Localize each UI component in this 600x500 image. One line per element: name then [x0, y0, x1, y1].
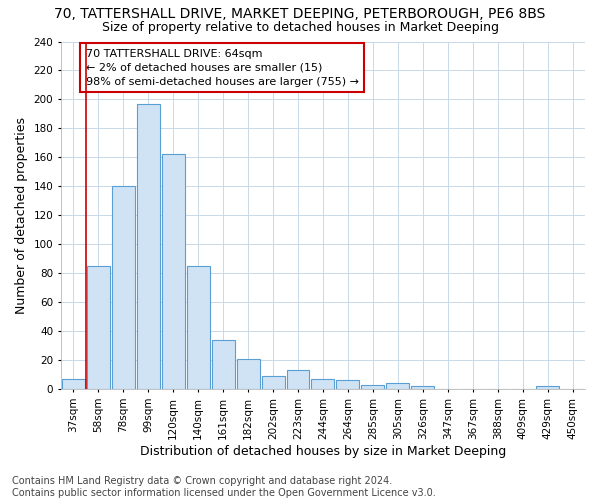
- Text: 70, TATTERSHALL DRIVE, MARKET DEEPING, PETERBOROUGH, PE6 8BS: 70, TATTERSHALL DRIVE, MARKET DEEPING, P…: [55, 8, 545, 22]
- Text: Size of property relative to detached houses in Market Deeping: Size of property relative to detached ho…: [101, 21, 499, 34]
- Text: 70 TATTERSHALL DRIVE: 64sqm
← 2% of detached houses are smaller (15)
98% of semi: 70 TATTERSHALL DRIVE: 64sqm ← 2% of deta…: [86, 48, 359, 86]
- Bar: [212, 340, 235, 389]
- X-axis label: Distribution of detached houses by size in Market Deeping: Distribution of detached houses by size …: [140, 444, 506, 458]
- Bar: [412, 386, 434, 389]
- Bar: [236, 359, 260, 389]
- Bar: [187, 266, 209, 389]
- Bar: [137, 104, 160, 389]
- Bar: [87, 266, 110, 389]
- Text: Contains HM Land Registry data © Crown copyright and database right 2024.
Contai: Contains HM Land Registry data © Crown c…: [12, 476, 436, 498]
- Bar: [386, 384, 409, 389]
- Bar: [112, 186, 135, 389]
- Bar: [311, 379, 334, 389]
- Bar: [62, 379, 85, 389]
- Bar: [287, 370, 310, 389]
- Bar: [337, 380, 359, 389]
- Bar: [536, 386, 559, 389]
- Bar: [361, 385, 385, 389]
- Bar: [162, 154, 185, 389]
- Y-axis label: Number of detached properties: Number of detached properties: [15, 117, 28, 314]
- Bar: [262, 376, 284, 389]
